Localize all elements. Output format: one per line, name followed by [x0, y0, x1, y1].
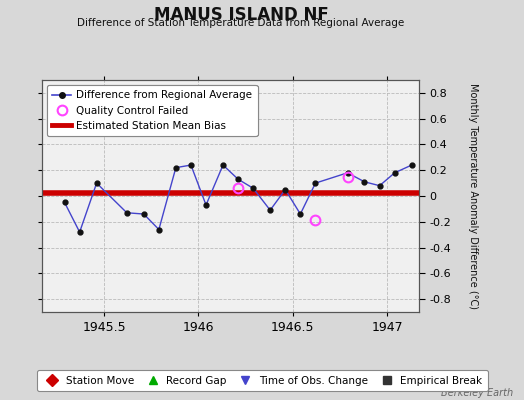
Legend: Difference from Regional Average, Quality Control Failed, Estimated Station Mean: Difference from Regional Average, Qualit… — [47, 85, 257, 136]
Text: Difference of Station Temperature Data from Regional Average: Difference of Station Temperature Data f… — [78, 18, 405, 28]
Legend: Station Move, Record Gap, Time of Obs. Change, Empirical Break: Station Move, Record Gap, Time of Obs. C… — [37, 370, 488, 391]
Y-axis label: Monthly Temperature Anomaly Difference (°C): Monthly Temperature Anomaly Difference (… — [468, 83, 478, 309]
Text: MANUS ISLAND NF: MANUS ISLAND NF — [154, 6, 329, 24]
Text: Berkeley Earth: Berkeley Earth — [441, 388, 514, 398]
